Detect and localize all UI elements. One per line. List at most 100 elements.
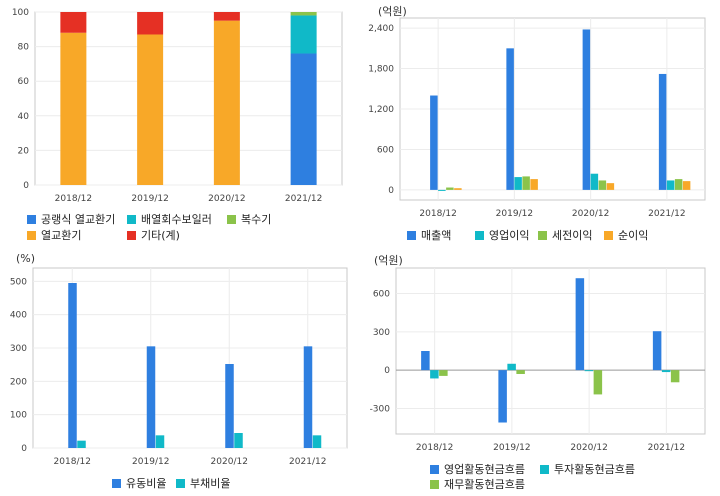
bar-segment <box>290 12 317 16</box>
x-tick-label: 2021/12 <box>648 209 685 219</box>
legend-label: 매출액 <box>421 229 452 242</box>
bar <box>606 183 615 190</box>
bar <box>666 180 675 190</box>
ratio-chart: (%) 0 100 200 300 400 500 2018/12 2019/12 2020/1… <box>0 248 360 496</box>
bar <box>507 363 516 371</box>
legend-item: 기타(계) <box>127 228 180 243</box>
bar <box>146 346 156 448</box>
legend-swatch <box>604 231 613 240</box>
bar <box>155 435 165 448</box>
bar <box>438 189 446 191</box>
legend-item: 재무활동현금흐름 <box>430 477 525 492</box>
legend-label: 영업활동현금흐름 <box>444 463 525 476</box>
bar <box>454 188 462 190</box>
bar <box>421 351 430 371</box>
cashflow-chart: (억원) -300 0 300 600 2018/12 2019/12 2020/12 202… <box>360 248 720 496</box>
bar-segment <box>137 34 164 185</box>
legend-label: 공랭식 열교환기 <box>41 213 116 226</box>
legend-label: 유동비율 <box>126 477 167 490</box>
bar <box>590 173 599 190</box>
plot-frame <box>395 267 706 435</box>
legend-item: 투자활동현금흐름 <box>540 462 635 477</box>
legend-swatch <box>27 215 36 224</box>
bar-segment <box>60 32 87 186</box>
x-tick-label: 2019/12 <box>496 209 533 219</box>
x-tick-label: 2019/12 <box>131 194 168 204</box>
y-tick-label: 600 <box>373 290 390 300</box>
bar <box>225 364 234 448</box>
legend-label: 열교환기 <box>41 229 82 242</box>
x-tick-label: 2020/12 <box>572 209 609 219</box>
legend-item: 세전이익 <box>538 228 592 243</box>
bar <box>658 73 667 190</box>
x-tick-label: 2019/12 <box>493 443 530 453</box>
bar-segment <box>137 12 164 35</box>
legend-swatch <box>127 215 136 224</box>
bar <box>674 179 683 190</box>
bar <box>575 278 585 371</box>
x-tick-label: 2021/12 <box>289 457 326 467</box>
legend-item: 배열회수보일러 <box>127 212 212 227</box>
bar <box>661 370 671 373</box>
bar <box>77 440 86 448</box>
legend-swatch <box>430 465 439 474</box>
ratio-plot: 0 100 200 300 400 500 2018/12 2019/12 2020/12 202… <box>10 267 348 467</box>
x-tick-label: 2018/12 <box>55 194 92 204</box>
legend-item: 영업활동현금흐름 <box>430 462 525 477</box>
x-tick-label: 2021/12 <box>285 194 322 204</box>
y-tick-label: 0 <box>21 444 27 454</box>
x-tick-label: 2020/12 <box>570 443 607 453</box>
legend-item: 공랭식 열교환기 <box>27 212 115 227</box>
bar <box>670 370 680 383</box>
bar <box>514 177 522 190</box>
y-tick-label: 100 <box>10 411 27 421</box>
bar-segment <box>213 20 240 186</box>
bar <box>682 181 691 190</box>
bar <box>522 176 530 190</box>
legend-swatch <box>176 479 185 488</box>
legend-swatch <box>227 215 236 224</box>
legend-item: 매출액 <box>407 228 451 243</box>
y-tick-label: 500 <box>10 277 27 287</box>
bar <box>303 346 313 448</box>
bar <box>498 370 507 423</box>
y-tick-label: 100 <box>12 8 29 18</box>
legend-label: 영업이익 <box>489 229 530 242</box>
legend-swatch <box>127 231 136 240</box>
legend-label: 재무활동현금흐름 <box>444 478 525 491</box>
y-tick-label: 0 <box>384 366 390 376</box>
x-tick-label: 2020/12 <box>208 194 245 204</box>
bar <box>446 187 454 190</box>
unit-label: (억원) <box>378 5 407 18</box>
x-tick-label: 2018/12 <box>54 457 91 467</box>
bar <box>652 331 662 371</box>
product-mix-plot: 0 20 40 60 80 100 2018/12 2019/12 2020/12 2021/12 <box>12 8 343 204</box>
y-tick-label: 20 <box>18 146 30 156</box>
y-tick-label: 0 <box>23 181 29 191</box>
legend-swatch <box>538 231 547 240</box>
unit-label: (%) <box>16 252 36 265</box>
legend-item: 순이익 <box>604 228 648 243</box>
legend-item: 영업이익 <box>475 228 529 243</box>
bar-segment <box>60 12 87 33</box>
bar <box>516 370 525 374</box>
bar <box>584 370 594 372</box>
income-plot: 0 600 1,200 1,800 2,400 2018/12 2019/12 2020/12… <box>368 17 706 219</box>
bar <box>598 180 607 190</box>
bar-segment <box>290 53 317 185</box>
x-tick-label: 2019/12 <box>132 457 169 467</box>
x-tick-label: 2018/12 <box>416 443 453 453</box>
legend-item: 유동비율 <box>112 476 166 491</box>
bar-segment <box>213 12 240 21</box>
y-tick-label: 300 <box>10 344 27 354</box>
income-legend: 매출액 영업이익 세전이익 순이익 <box>360 0 720 248</box>
legend-label: 배열회수보일러 <box>141 213 212 226</box>
legend-swatch <box>430 480 439 489</box>
y-tick-label: 600 <box>377 145 394 155</box>
y-tick-label: 2,400 <box>368 24 394 34</box>
x-tick-label: 2021/12 <box>648 443 685 453</box>
ratio-legend: 유동비율 부채비율 <box>0 248 360 496</box>
legend-item: 부채비율 <box>176 476 230 491</box>
y-tick-label: 200 <box>10 377 27 387</box>
x-tick-label: 2020/12 <box>211 457 248 467</box>
